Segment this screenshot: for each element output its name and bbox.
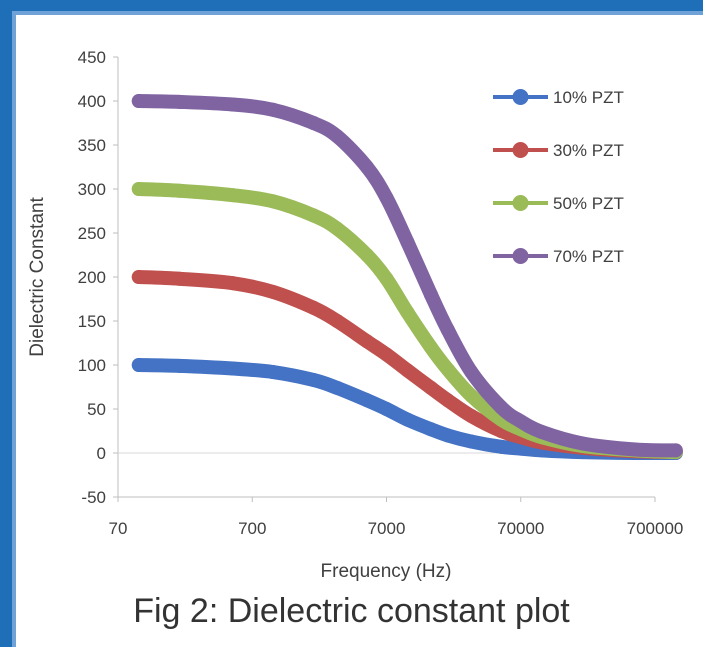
legend-marker (512, 248, 529, 264)
y-tick-label: 250 (78, 224, 106, 243)
data-point (423, 340, 438, 355)
y-tick-label: 100 (78, 356, 106, 375)
legend-label: 10% PZT (553, 88, 624, 107)
data-point (225, 188, 240, 203)
data-point (359, 393, 374, 408)
data-point (172, 271, 187, 286)
data-point (464, 388, 479, 403)
y-tick-label: 200 (78, 268, 106, 287)
data-point (266, 365, 281, 380)
legend-label: 30% PZT (553, 141, 624, 160)
data-point (330, 129, 345, 144)
data-point (423, 422, 438, 437)
data-point (379, 271, 394, 286)
data-point (464, 434, 479, 449)
data-point (266, 194, 281, 209)
data-point (379, 402, 394, 416)
figure-caption: Fig 2: Dielectric constant plot (133, 592, 570, 630)
data-point (225, 361, 240, 376)
data-point (423, 287, 438, 302)
y-tick-label: 450 (78, 48, 106, 67)
data-point (464, 409, 479, 424)
frame-left-border-inner (12, 11, 16, 647)
legend-label: 50% PZT (553, 194, 624, 213)
series-70-pzt (131, 94, 683, 458)
data-point (423, 380, 438, 395)
legend-marker (512, 89, 529, 105)
data-point (330, 314, 345, 328)
y-axis-label: Dielectric Constant (27, 197, 48, 357)
legend-item: 70% PZT (493, 247, 624, 266)
data-point (379, 190, 394, 205)
data-point (400, 363, 415, 378)
legend: 10% PZT 30% PZT 50% PZT 70% PZT (493, 88, 624, 266)
x-axis-label: Frequency (Hz) (321, 561, 452, 582)
data-point (400, 234, 415, 249)
data-point (494, 400, 509, 415)
data-point (513, 414, 528, 429)
data-point (172, 94, 187, 109)
frame-left-border (0, 0, 12, 647)
data-point (131, 358, 146, 372)
data-point (131, 182, 146, 196)
data-point (440, 322, 455, 337)
data-point (306, 208, 321, 223)
data-point (359, 160, 374, 174)
x-tick-label: 70 (109, 519, 128, 538)
axes-group: -50 0 50 100 150 200 250 300 350 400 450 70 700 7000 7… (78, 48, 684, 538)
data-point (330, 380, 345, 395)
legend-item: 50% PZT (493, 194, 624, 213)
y-tick-label: 0 (97, 444, 106, 463)
data-point (359, 248, 374, 262)
data-point (225, 97, 240, 112)
data-point (400, 412, 415, 427)
data-point (266, 102, 281, 117)
frame-top-border (0, 0, 703, 11)
x-tick-label: 700 (238, 519, 266, 538)
data-point (440, 393, 455, 408)
x-tick-label: 7000 (368, 519, 406, 538)
data-point (628, 442, 643, 457)
data-point (225, 276, 240, 291)
y-tick-label: 150 (78, 312, 106, 331)
data-point (534, 424, 549, 439)
data-point (400, 305, 415, 320)
data-point (574, 436, 589, 451)
data-point (668, 443, 683, 458)
legend-item: 10% PZT (493, 88, 624, 107)
data-point (172, 358, 187, 373)
y-tick-label: -50 (81, 488, 106, 507)
data-point (464, 365, 479, 380)
legend-label: 70% PZT (553, 247, 624, 266)
y-tick-label: 50 (87, 400, 106, 419)
data-point (494, 439, 509, 454)
y-tick-label: 400 (78, 92, 106, 111)
data-point (330, 221, 345, 236)
data-point (172, 183, 187, 198)
data-point (359, 334, 374, 349)
data-point (266, 284, 281, 299)
x-tick-label: 700000 (627, 519, 684, 538)
y-tick-label: 300 (78, 180, 106, 199)
data-point (306, 372, 321, 387)
legend-item: 30% PZT (493, 141, 624, 160)
x-tick-label: 70000 (497, 519, 544, 538)
data-point (131, 270, 146, 284)
legend-marker (512, 195, 529, 211)
data-point (379, 347, 394, 362)
data-point (306, 300, 321, 315)
data-point (306, 116, 321, 130)
dielectric-chart: -50 0 50 100 150 200 250 300 350 400 450 70 700 7000 7… (27, 48, 684, 582)
data-point (131, 94, 146, 108)
data-point (440, 362, 455, 377)
legend-marker (512, 142, 529, 158)
series-group (131, 94, 683, 461)
y-tick-label: 350 (78, 136, 106, 155)
frame-top-border-inner (12, 11, 703, 15)
data-point (440, 428, 455, 443)
